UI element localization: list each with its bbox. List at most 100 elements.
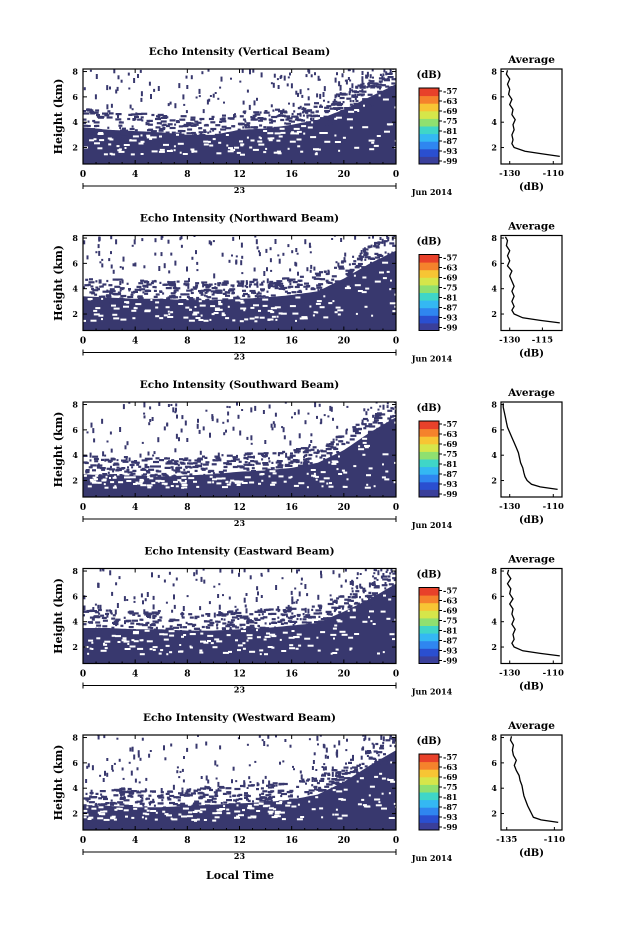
colorbar-swatch [419, 315, 439, 324]
average-y-tick-label: 4 [491, 783, 497, 793]
average-frame [500, 401, 563, 498]
colorbar-tick-label: -69 [443, 106, 458, 116]
day-label: 23 [234, 185, 246, 195]
average-title: Average [507, 221, 555, 233]
panel-1: Echo Intensity (Vertical Beam) 0 4 8 12 16 20 0… [52, 46, 564, 197]
average-x-label: (dB) [519, 182, 544, 193]
x-tick-label: 0 [393, 170, 399, 180]
average-x-tick-label: -110 [543, 169, 564, 179]
average-title: Average [507, 720, 555, 732]
colorbar-tick-label: -63 [443, 596, 458, 606]
colorbar-swatch [419, 481, 439, 490]
colorbar-tick-label: -93 [443, 812, 458, 822]
colorbar-swatch [419, 110, 439, 119]
x-tick-label: 8 [184, 337, 190, 347]
y-tick-label: 8 [72, 733, 78, 743]
colorbar-unit: (dB) [417, 570, 442, 581]
colorbar-swatch [419, 459, 439, 468]
average-profile-line [505, 70, 560, 158]
date-label: Jun 2014 [411, 520, 453, 530]
colorbar-swatch [419, 489, 439, 498]
colorbar-swatch [419, 262, 439, 271]
average-title: Average [507, 54, 555, 66]
colorbar-swatch [419, 602, 439, 611]
x-tick-label: 0 [80, 503, 86, 513]
average-x-tick-label: -115 [532, 336, 553, 346]
colorbar-frame [418, 420, 440, 498]
colorbar-swatch [419, 655, 439, 664]
colorbar-tick-label: -87 [443, 136, 457, 146]
x-tick-label: 20 [338, 503, 351, 513]
average-y-tick-label: 8 [491, 67, 497, 77]
colorbar-swatch [419, 610, 439, 619]
colorbar-tick-label: -57 [443, 752, 457, 762]
colorbar-swatch [419, 103, 439, 112]
colorbar-swatch [419, 799, 439, 808]
colorbar-swatch [419, 587, 439, 596]
colorbar-swatch [419, 126, 439, 135]
date-label: Jun 2014 [411, 853, 453, 863]
colorbar-swatch [419, 307, 439, 316]
colorbar-swatch [419, 292, 439, 301]
echo-gaps [85, 594, 396, 656]
date-label: Jun 2014 [411, 354, 453, 364]
colorbar-tick-label: -81 [443, 626, 457, 636]
colorbar-tick-label: -75 [443, 616, 457, 626]
colorbar-tick-label: -75 [443, 449, 457, 459]
colorbar-tick-label: -93 [443, 646, 458, 656]
colorbar-tick-label: -99 [443, 656, 458, 666]
heatmap-plot [83, 69, 396, 164]
x-tick-label: 0 [80, 836, 86, 846]
colorbar-unit: (dB) [417, 403, 442, 414]
colorbar-swatch [419, 133, 439, 142]
average-profile-line [504, 236, 560, 324]
day-label: 23 [234, 518, 246, 528]
colorbar-swatch [419, 625, 439, 634]
x-tick-label: 20 [338, 337, 351, 347]
x-tick-label: 12 [233, 670, 246, 680]
y-tick-label: 6 [72, 92, 78, 102]
colorbar-swatch [419, 466, 439, 475]
x-tick-label: 8 [184, 670, 190, 680]
x-tick-label: 12 [233, 503, 246, 513]
y-tick-label: 8 [72, 566, 78, 576]
average-y-tick-label: 4 [491, 117, 497, 127]
average-y-tick-label: 8 [491, 566, 497, 576]
average-x-tick-label: -130 [499, 502, 520, 512]
colorbar-tick-label: -99 [443, 489, 458, 499]
heatmap-plot [83, 735, 396, 830]
echo-speckle [83, 735, 396, 818]
colorbar-swatch [419, 156, 439, 165]
echo-speckle [83, 69, 396, 145]
colorbar-tick-label: -57 [443, 586, 457, 596]
x-tick-label: 12 [233, 170, 246, 180]
y-tick-label: 2 [72, 476, 78, 486]
x-tick-label: 0 [393, 670, 399, 680]
chart-title: Echo Intensity (Westward Beam) [143, 712, 336, 724]
y-tick-label: 4 [72, 617, 78, 627]
average-y-tick-label: 8 [491, 733, 497, 743]
average-x-tick-label: -110 [544, 835, 565, 845]
colorbar-swatch [419, 148, 439, 157]
average-title: Average [507, 387, 555, 399]
heatmap-plot [83, 235, 396, 331]
x-tick-label: 4 [132, 670, 138, 680]
x-tick-label: 16 [285, 670, 298, 680]
x-tick-label: 0 [80, 170, 86, 180]
heatmap-plot [83, 568, 396, 664]
average-y-tick-label: 6 [491, 591, 497, 601]
average-x-tick-label: -110 [543, 669, 564, 679]
x-tick-label: 0 [80, 337, 86, 347]
panel-5: Echo Intensity (Westward Beam) 0 4 8 12 16 20 0… [52, 712, 565, 863]
y-tick-label: 2 [72, 143, 78, 153]
y-axis-label: Height (km) [52, 245, 65, 321]
colorbar-tick-label: -69 [443, 439, 458, 449]
x-tick-label: 4 [132, 503, 138, 513]
colorbar-frame [418, 753, 440, 831]
average-y-tick-label: 6 [491, 758, 497, 768]
y-axis-label: Height (km) [52, 79, 65, 155]
y-tick-label: 8 [72, 233, 78, 243]
x-axis-label: Local Time [206, 869, 274, 882]
colorbar-tick-label: -63 [443, 96, 458, 106]
colorbar-swatch [419, 428, 439, 437]
